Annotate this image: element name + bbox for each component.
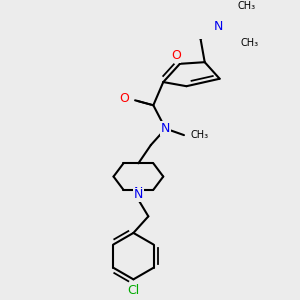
Text: O: O bbox=[119, 92, 129, 105]
Text: Cl: Cl bbox=[127, 284, 140, 298]
Text: CH₃: CH₃ bbox=[237, 1, 255, 11]
Text: N: N bbox=[134, 188, 143, 201]
Text: N: N bbox=[134, 186, 143, 199]
Text: CH₃: CH₃ bbox=[240, 38, 259, 48]
Text: N: N bbox=[214, 20, 224, 33]
Text: O: O bbox=[171, 49, 181, 62]
Text: N: N bbox=[161, 122, 170, 135]
Text: CH₃: CH₃ bbox=[190, 130, 209, 140]
